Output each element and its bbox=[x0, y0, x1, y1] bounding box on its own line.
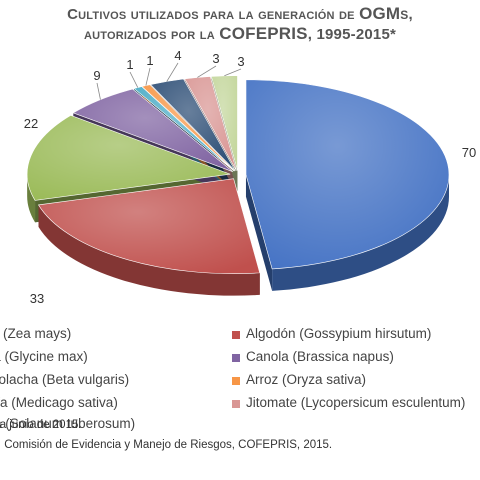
pie-slice-highlight bbox=[141, 84, 235, 172]
pie-slice-side bbox=[272, 174, 449, 291]
legend-label: Jitomate (Lycopersicum esculentum) bbox=[246, 395, 466, 410]
legend-swatch bbox=[232, 354, 240, 362]
pie-slice-side bbox=[27, 174, 36, 223]
data-label: 1 bbox=[146, 53, 153, 68]
data-label: 3 bbox=[212, 51, 219, 66]
legend-label: Soya (Glycine max) bbox=[0, 349, 88, 364]
chart-title-line-1: Cultivos utilizados para la generación d… bbox=[67, 4, 413, 23]
legend-label: Canola (Brassica napus) bbox=[246, 349, 394, 364]
leader-line bbox=[197, 65, 217, 78]
data-label: 33 bbox=[30, 291, 44, 306]
legend-label: Remolacha (Beta vulgaris) bbox=[0, 372, 130, 387]
leader-line bbox=[166, 62, 179, 82]
data-label: 3 bbox=[237, 54, 244, 69]
pie-slice-highlight bbox=[245, 79, 449, 269]
pie-slice-highlight bbox=[27, 115, 231, 201]
data-label: 9 bbox=[93, 68, 100, 83]
pie-slice-highlight bbox=[150, 79, 236, 171]
legend-swatch bbox=[232, 331, 240, 339]
data-label: 1 bbox=[126, 57, 133, 72]
pie-slice-highlight bbox=[38, 178, 260, 274]
data-label: 70 bbox=[462, 145, 476, 160]
leader-line bbox=[96, 82, 101, 100]
legend-label: Papa (Solanum tuberosum) bbox=[0, 416, 136, 431]
pie-slice-highlight bbox=[211, 75, 238, 171]
pie-slice-highlight bbox=[73, 89, 233, 172]
data-label: 22 bbox=[24, 116, 38, 131]
legend-label: Arroz (Oryza sativa) bbox=[246, 372, 367, 387]
chart-title-line-2: autorizados por la COFEPRIS, 1995-2015* bbox=[83, 24, 397, 43]
pie-slice-highlight bbox=[133, 86, 235, 172]
legend-swatch bbox=[232, 377, 240, 385]
pie-slice-cut bbox=[245, 174, 273, 291]
legend-swatch bbox=[232, 400, 240, 408]
legend-label: Algodón (Gossypium hirsutum) bbox=[246, 326, 432, 341]
leader-line bbox=[145, 67, 151, 86]
leader-line bbox=[129, 71, 139, 88]
legend-label: Maíz (Zea mays) bbox=[0, 326, 72, 341]
footnote: *Datos a junio de 2015. bbox=[0, 419, 82, 431]
pie-tops bbox=[26, 75, 450, 274]
pie-slice-highlight bbox=[184, 76, 237, 171]
data-label: 4 bbox=[174, 48, 181, 63]
source-note: Fuente: Comisión de Evidencia y Manejo d… bbox=[0, 439, 333, 451]
legend-label: Alfalfa (Medicago sativa) bbox=[0, 395, 118, 410]
leader-line bbox=[224, 68, 242, 77]
